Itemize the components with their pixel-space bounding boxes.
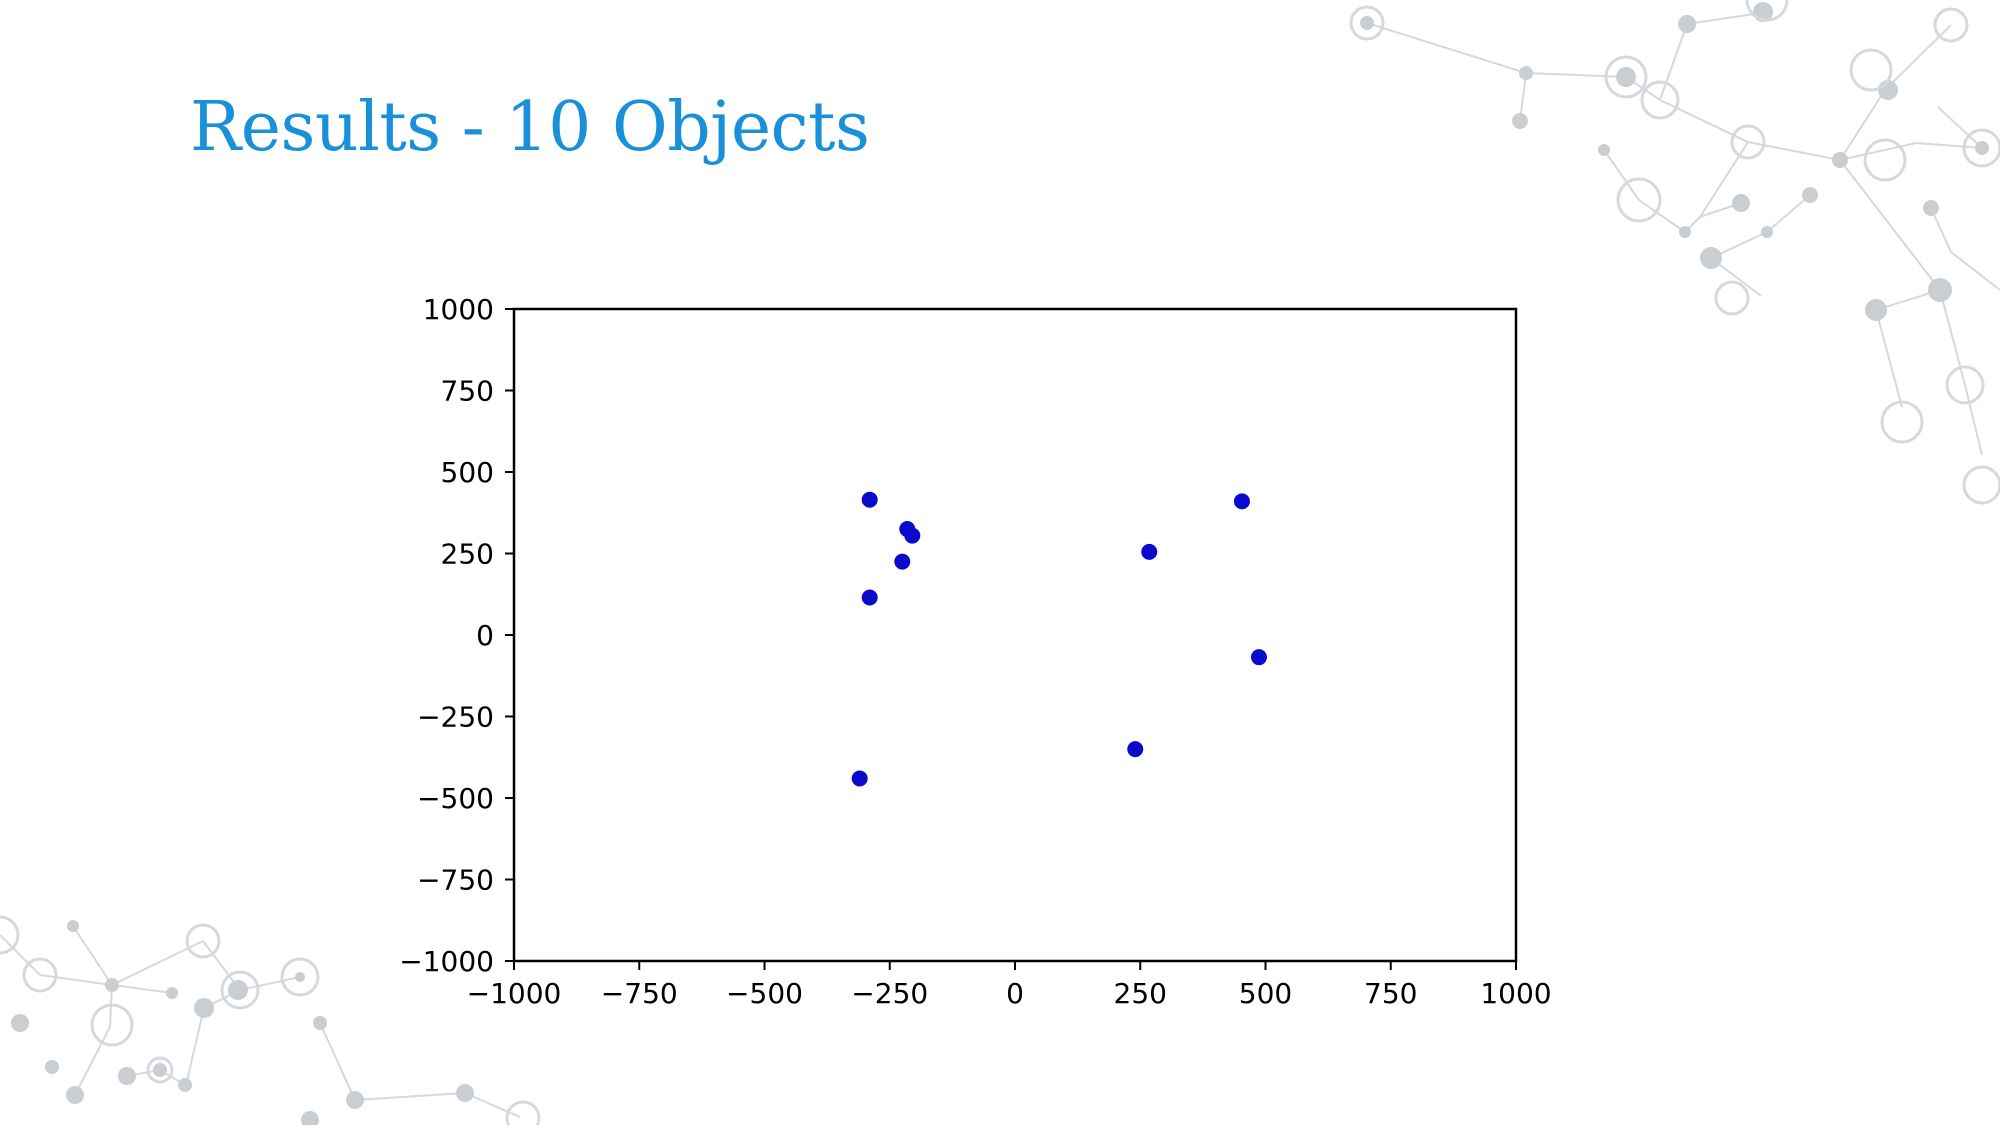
y-tick-label: −1000 <box>399 945 494 978</box>
x-axis-ticks: −1000 −750 −500 −250 0 250 500 750 1000 <box>467 961 1552 1010</box>
network-decoration-bottom-left <box>0 915 541 1125</box>
y-tick-label: −250 <box>417 701 494 734</box>
data-point <box>851 770 868 787</box>
data-point <box>894 553 911 570</box>
data-point <box>1141 543 1158 560</box>
x-tick-label: −500 <box>726 977 803 1010</box>
y-tick-label: 0 <box>476 619 494 652</box>
x-tick-label: −250 <box>851 977 928 1010</box>
y-tick-label: −750 <box>417 864 494 897</box>
y-tick-label: 250 <box>441 538 494 571</box>
data-point <box>861 491 878 508</box>
x-tick-label: −1000 <box>467 977 562 1010</box>
y-tick-label: 1000 <box>423 293 494 326</box>
x-tick-label: 250 <box>1114 977 1167 1010</box>
x-tick-label: −750 <box>601 977 678 1010</box>
data-point <box>1233 493 1250 510</box>
y-tick-label: −500 <box>417 782 494 815</box>
y-tick-label: 500 <box>441 456 494 489</box>
data-point <box>861 589 878 606</box>
x-tick-label: 0 <box>1006 977 1024 1010</box>
y-axis-ticks: −1000 −750 −500 −250 0 250 500 750 1000 <box>399 293 514 978</box>
data-point <box>904 527 921 544</box>
data-point <box>1250 649 1267 666</box>
y-tick-label: 750 <box>441 375 494 408</box>
x-tick-label: 750 <box>1364 977 1417 1010</box>
data-points <box>851 491 1267 787</box>
plot-area-frame <box>512 307 1518 963</box>
x-tick-label: 500 <box>1239 977 1292 1010</box>
x-tick-label: 1000 <box>1480 977 1551 1010</box>
slide-title: Results - 10 Objects <box>190 88 870 167</box>
network-decoration-top-right <box>1349 0 2000 505</box>
data-point <box>1127 741 1144 758</box>
